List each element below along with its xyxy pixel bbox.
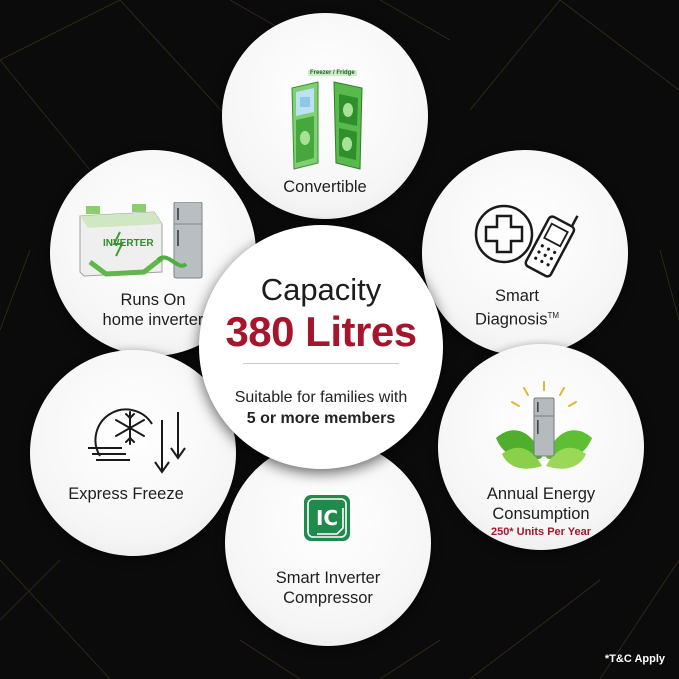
- energy-units-per-year: 250* Units Per Year: [490, 526, 592, 538]
- feature-compressor: IC Smart Inverter Compressor: [225, 440, 431, 646]
- inverter-compressor-icon: [303, 494, 351, 547]
- medical-cross-phone-icon: [470, 194, 580, 289]
- feature-energy: Annual Energy Consumption 250* Units Per…: [438, 344, 644, 550]
- inverter-battery-fridge-icon: [76, 201, 216, 287]
- compressor-label-line2: Compressor: [283, 589, 373, 607]
- convertible-label: Convertible: [283, 178, 367, 196]
- terms-footnote: *T&C Apply: [604, 653, 665, 665]
- inverter-label: Runs On home inverter: [50, 290, 256, 330]
- energy-label-line1: Annual Energy: [486, 485, 596, 503]
- feature-smart-diagnosis: Smart DiagnosisTM: [422, 150, 628, 356]
- capacity-heading: Capacity: [260, 272, 382, 307]
- inverter-label-line2: home inverter: [102, 311, 204, 329]
- center-divider: [243, 363, 399, 364]
- snowflake-arrows-icon: [86, 398, 190, 483]
- convertible-fridge-icon: [282, 68, 372, 179]
- freezer-fridge-caption: Freezer / Fridge: [308, 70, 357, 76]
- trademark-mark: TM: [547, 311, 560, 320]
- inverter-battery-text: INVERTER: [103, 238, 154, 249]
- suitability-line2: 5 or more members: [246, 410, 396, 427]
- smart-diagnosis-label-line1: Smart: [494, 287, 539, 305]
- feature-express-freeze: Express Freeze: [30, 350, 236, 556]
- capacity-value: 380 Litres: [225, 308, 417, 355]
- suitability-text: Suitable for families with 5 or more mem…: [199, 387, 443, 429]
- energy-label-line2: Consumption: [492, 505, 590, 523]
- inverter-label-line1: Runs On: [120, 291, 186, 309]
- fridge-leaves-icon: [494, 380, 594, 481]
- feature-convertible: Freezer / Fridge Convertible: [222, 13, 428, 219]
- energy-label: Annual Energy Consumption 250* Units Per…: [438, 484, 644, 540]
- compressor-label-line1: Smart Inverter: [275, 569, 381, 587]
- smart-diagnosis-label: Smart DiagnosisTM: [422, 286, 612, 330]
- express-freeze-label: Express Freeze: [68, 485, 184, 503]
- capacity-center-circle: Capacity 380 Litres Suitable for familie…: [199, 225, 443, 469]
- feature-inverter: INVERTER Runs On home inverter: [50, 150, 256, 356]
- compressor-label: Smart Inverter Compressor: [225, 568, 431, 608]
- compressor-icon-text: IC: [315, 506, 339, 530]
- smart-diagnosis-label-line2: Diagnosis: [474, 310, 548, 329]
- suitability-line1: Suitable for families with: [234, 389, 408, 406]
